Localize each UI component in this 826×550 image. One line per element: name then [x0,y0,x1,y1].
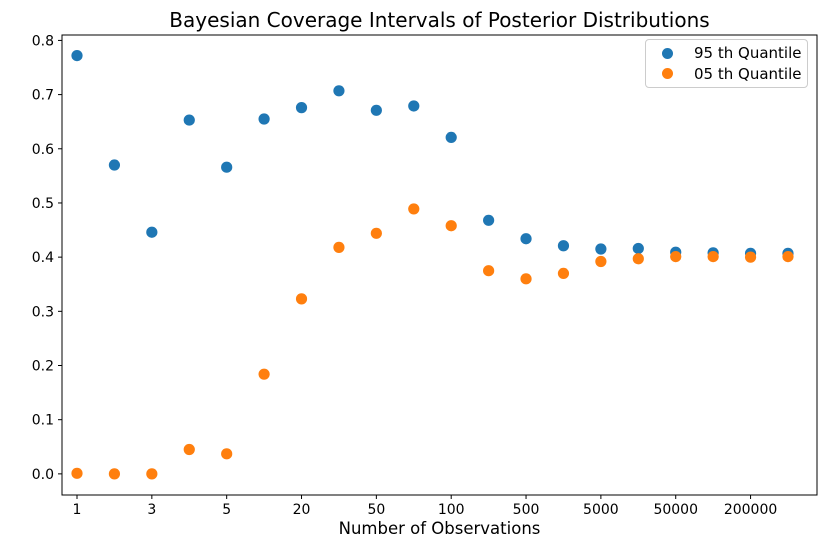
data-point [295,293,308,305]
data-point [483,265,495,277]
legend-marker-95th-icon [662,47,673,59]
y-tick-label: 0.6 [32,142,54,158]
data-point [557,240,570,252]
y-tick-label: 0.7 [32,88,54,104]
data-point [221,448,233,460]
data-point [707,251,719,263]
data-point [108,468,121,480]
y-tick-label: 0.8 [32,33,54,49]
y-tick-label: 0.0 [32,467,54,483]
data-point [595,255,607,268]
data-point [333,85,345,97]
data-point [595,243,607,255]
legend: 95 th Quantile 05 th Quantile [645,39,808,88]
data-point [445,220,457,232]
data-point [108,159,121,171]
x-axis-label: Number of Observations [338,519,541,538]
x-tick-label: 200000 [724,502,777,518]
legend-item-95th: 95 th Quantile [654,43,802,64]
data-point [408,100,420,112]
x-tick-label: 1 [73,502,82,518]
data-point [295,102,308,114]
data-point [183,443,195,456]
x-tick-label: 50000 [653,502,698,518]
y-tick-label: 0.5 [32,196,54,212]
data-point [221,161,233,173]
data-point [520,233,532,245]
legend-marker-05th-icon [662,68,673,80]
data-point [183,114,195,126]
x-tick-label: 20 [293,502,311,518]
data-point [782,251,794,263]
data-point [557,267,570,279]
chart-title: Bayesian Coverage Intervals of Posterior… [169,8,710,32]
data-point [258,113,270,125]
data-point [445,131,457,144]
x-axis: 1 3 5 20 50 100 500 5000 50000 200000 [73,495,777,518]
data-point [370,227,382,239]
legend-label-95th: 95 th Quantile [694,44,802,63]
data-point [632,242,644,255]
x-tick-label: 100 [438,502,465,518]
y-tick-label: 0.2 [32,359,54,375]
data-point [520,273,532,285]
data-point [632,253,644,265]
series-05th-quantile [71,203,794,480]
x-tick-label: 5 [222,502,231,518]
data-point [146,226,158,238]
x-tick-label: 3 [147,502,156,518]
data-point [146,468,158,480]
legend-item-05th: 05 th Quantile [654,64,802,85]
data-point [408,203,420,215]
data-point [71,49,83,62]
y-axis: 0.0 0.1 0.2 0.3 0.4 0.5 0.6 0.7 0.8 [32,33,62,483]
data-point [258,368,270,380]
x-tick-label: 50 [367,502,385,518]
data-point [333,241,345,253]
y-tick-label: 0.3 [32,304,54,320]
y-tick-label: 0.4 [32,250,54,266]
x-tick-label: 5000 [583,502,619,518]
data-point [744,251,757,263]
data-point [370,104,382,116]
data-point [483,214,495,226]
data-point [71,467,83,479]
data-point [670,251,682,263]
legend-label-05th: 05 th Quantile [694,64,802,83]
plot-border [61,34,818,496]
y-tick-label: 0.1 [32,413,54,429]
x-tick-label: 500 [513,502,540,518]
